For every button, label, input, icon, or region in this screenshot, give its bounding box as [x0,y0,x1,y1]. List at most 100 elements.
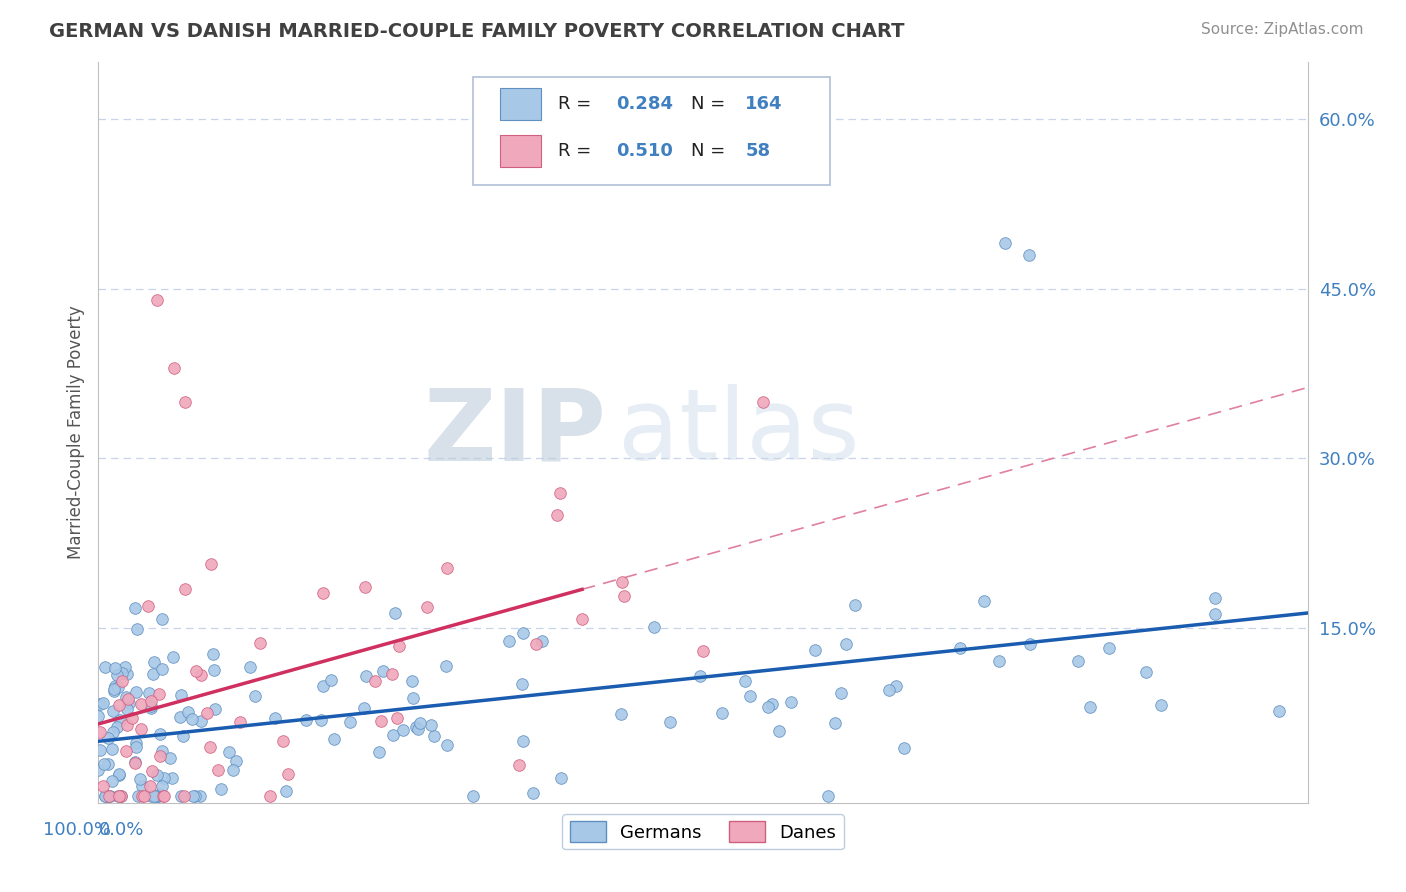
Point [111,674,134,689]
Point [1019,637,1042,651]
Point [124,601,146,615]
Point [610,707,633,722]
Point [294,713,316,727]
Point [405,720,427,734]
Point [149,727,172,741]
Point [401,673,423,688]
Point [1204,591,1226,605]
Point [692,643,714,657]
Point [93,789,115,803]
Point [146,767,169,781]
Point [643,619,665,633]
Point [181,789,204,803]
Point [150,662,173,676]
Point [114,690,136,704]
Point [339,715,361,730]
Point [149,787,172,801]
Point [311,586,333,600]
Point [170,789,193,803]
Point [97,731,120,746]
Point [271,734,294,748]
Point [138,685,160,699]
FancyBboxPatch shape [474,78,830,185]
Text: Source: ZipAtlas.com: Source: ZipAtlas.com [1201,22,1364,37]
Point [436,658,458,673]
Point [91,697,114,711]
Text: 164: 164 [745,95,783,113]
Text: R =: R = [558,95,598,113]
Point [550,771,572,785]
Point [129,722,152,736]
Point [367,745,389,759]
Point [177,705,200,719]
Point [309,713,332,727]
Point [198,739,221,754]
Point [973,594,995,608]
Point [108,766,131,780]
Point [204,702,226,716]
Point [408,716,430,731]
Point [195,706,218,721]
Point [202,663,225,677]
Point [152,612,174,626]
Point [752,394,775,409]
Point [173,789,195,803]
Point [384,606,406,620]
Point [508,757,530,772]
Point [531,633,554,648]
Point [93,756,115,771]
Point [131,789,153,803]
Point [830,686,852,700]
Point [423,729,446,743]
Point [129,697,152,711]
Point [125,739,148,754]
Point [139,789,162,803]
Point [884,679,907,693]
Point [94,659,117,673]
Point [817,789,839,803]
Point [118,696,141,710]
Point [107,789,129,803]
Point [381,728,404,742]
Point [740,689,762,703]
Point [356,668,378,682]
Point [114,659,136,673]
Point [107,789,129,803]
Point [170,688,193,702]
Point [756,700,779,714]
Point [877,683,900,698]
Point [94,789,117,803]
Point [1150,698,1173,712]
Point [153,771,176,785]
Point [115,702,138,716]
Text: 100.0%: 100.0% [42,822,111,839]
Point [173,394,195,409]
Point [150,779,173,793]
Point [761,697,783,711]
Point [148,687,170,701]
Point [780,694,803,708]
Point [103,704,125,718]
Legend: Germans, Danes: Germans, Danes [562,814,844,849]
Point [522,786,544,800]
Point [169,710,191,724]
Point [243,690,266,704]
Point [139,701,162,715]
Point [510,677,533,691]
Point [381,667,404,681]
Point [121,711,143,725]
Point [146,293,169,307]
Point [129,772,152,786]
Point [711,706,734,720]
Point [225,754,247,768]
Point [127,622,149,636]
Point [138,779,160,793]
Point [153,789,176,803]
Point [125,736,148,750]
Point [571,612,593,626]
Point [1268,704,1291,718]
Point [190,667,212,681]
Text: GERMAN VS DANISH MARRIED-COUPLE FAMILY POVERTY CORRELATION CHART: GERMAN VS DANISH MARRIED-COUPLE FAMILY P… [49,22,904,41]
Point [392,723,415,737]
Point [163,360,186,375]
